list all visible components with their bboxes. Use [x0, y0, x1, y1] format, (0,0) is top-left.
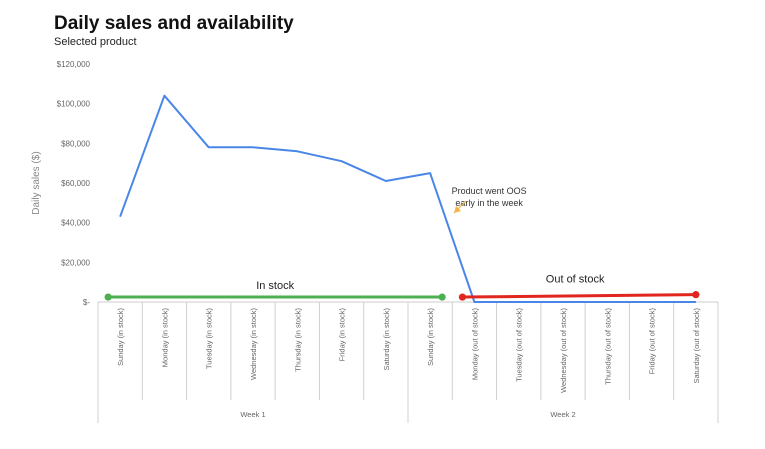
- y-axis-label: Daily sales ($): [31, 151, 42, 214]
- y-tick-label: $60,000: [61, 179, 90, 188]
- y-tick-label: $20,000: [61, 258, 90, 267]
- x-group-label: Week 1: [240, 410, 265, 419]
- x-tick-label: Monday (out of stock): [470, 308, 479, 381]
- y-tick-label: $-: [83, 298, 90, 307]
- x-tick-label: Thursday (out of stock): [603, 308, 612, 385]
- y-tick-label: $120,000: [57, 60, 91, 69]
- in-stock-start-dot: [104, 293, 112, 301]
- x-tick-label: Saturday (in stock): [382, 308, 391, 371]
- x-tick-label: Friday (out of stock): [648, 308, 657, 375]
- in-stock-end-dot: [438, 293, 446, 301]
- x-tick-label: Sunday (in stock): [426, 308, 435, 366]
- out-of-stock-label: Out of stock: [546, 274, 605, 286]
- y-tick-label: $40,000: [61, 219, 90, 228]
- x-tick-label: Monday (in stock): [160, 307, 169, 367]
- out-of-stock-start-dot: [458, 293, 467, 301]
- x-tick-label: Thursday (in stock): [293, 308, 302, 372]
- x-group-label: Week 2: [550, 410, 575, 419]
- x-tick-label: Tuesday (in stock): [205, 308, 214, 369]
- x-tick-label: Saturday (out of stock): [692, 308, 701, 384]
- sales-series-line: [119, 94, 696, 303]
- x-tick-label: Tuesday (out of stock): [515, 307, 524, 381]
- annotation-line-1: Product went OOS: [452, 186, 527, 196]
- x-tick-label: Friday (in stock): [338, 307, 347, 361]
- x-tick-label: Wednesday (out of stock): [559, 308, 568, 393]
- out-of-stock-line: [462, 293, 696, 299]
- x-tick-label: Wednesday (in stock): [249, 308, 258, 380]
- chart-subtitle: Selected product: [54, 36, 137, 48]
- y-tick-label: $80,000: [61, 139, 90, 148]
- annotation-line-2: early in the week: [455, 198, 523, 208]
- x-tick-label: Sunday (in stock): [116, 308, 125, 366]
- y-tick-label: $100,000: [57, 100, 91, 109]
- out-of-stock-end-dot: [692, 291, 700, 299]
- chart-title: Daily sales and availability: [54, 13, 294, 34]
- in-stock-label: In stock: [256, 280, 294, 292]
- annotation-arrow-head: [454, 206, 461, 213]
